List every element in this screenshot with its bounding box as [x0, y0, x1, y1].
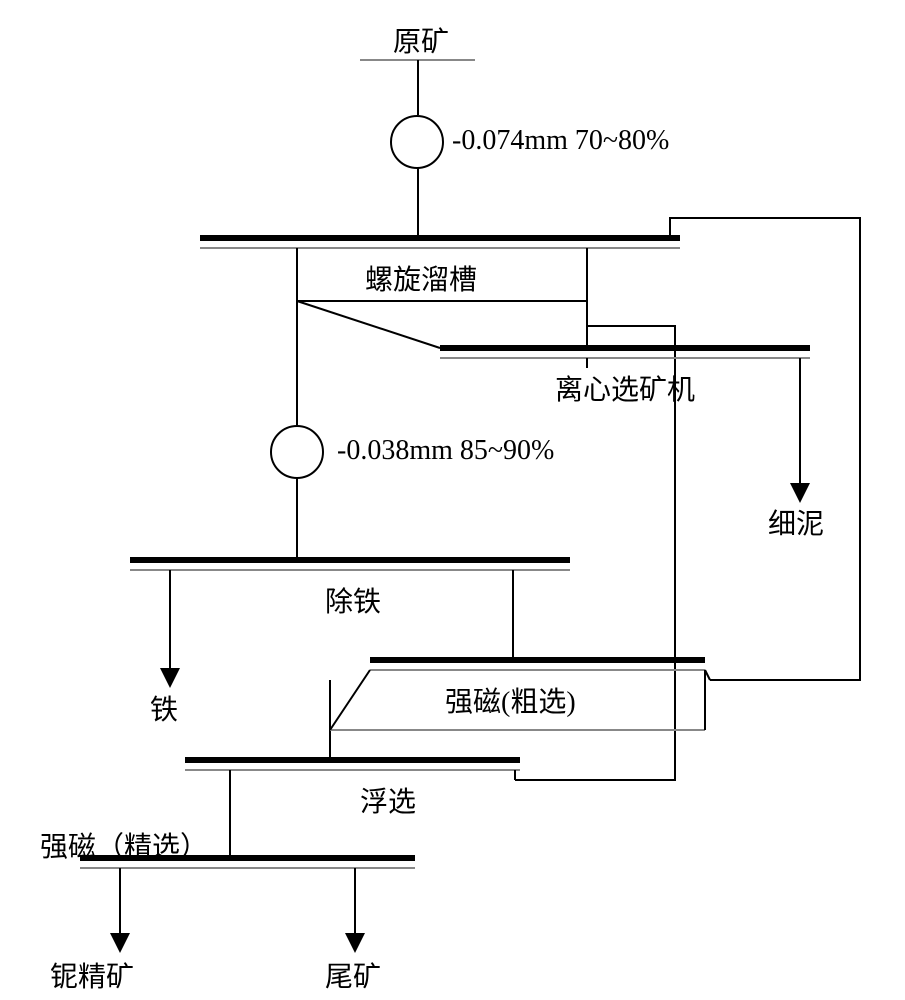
grind1-circle [390, 115, 444, 169]
label-de_iron: 除铁 [325, 580, 381, 620]
label-flotation: 浮选 [360, 780, 416, 820]
label-centrifuge: 离心选矿机 [555, 368, 695, 408]
label-grind2: -0.038mm 85~90% [337, 435, 554, 467]
label-spiral: 螺旋溜槽 [365, 258, 477, 298]
label-raw_ore: 原矿 [393, 20, 449, 60]
label-fine_mud: 细泥 [768, 502, 824, 542]
label-high_mag1: 强磁(粗选) [445, 680, 576, 720]
label-grind1: -0.074mm 70~80% [452, 125, 669, 157]
grind2-circle [270, 425, 324, 479]
label-tailings: 尾矿 [325, 955, 381, 995]
label-high_mag2: 强磁（精选） [40, 825, 208, 865]
label-nb_conc: 铌精矿 [50, 955, 134, 995]
label-iron: 铁 [150, 688, 178, 728]
